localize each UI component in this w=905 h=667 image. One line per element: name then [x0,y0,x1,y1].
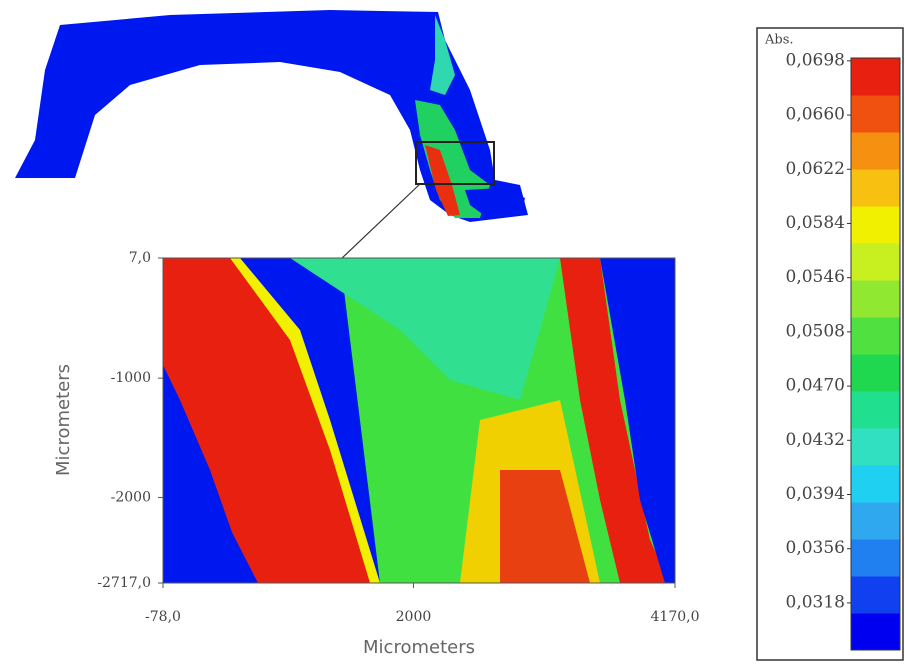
colorbar-tick-label: 0,0432 [786,430,845,450]
colorbar-tick-label: 0,0356 [786,538,845,558]
colorbar-band [851,354,900,392]
colorbar-tick-label: 0,0318 [786,592,845,612]
x-tick-label: 2000 [396,609,432,625]
heatmap-image [163,258,675,583]
colorbar-band [851,613,900,651]
colorbar-band [851,576,900,614]
colorbar-tick-label: 0,0584 [786,213,845,233]
x-axis-label: Micrometers [363,637,475,658]
x-tick-label: -78,0 [145,609,181,625]
colorbar-tick-label: 0,0508 [786,321,845,341]
y-axis-label: Micrometers [53,364,74,476]
colorbar-band [851,280,900,318]
y-tick-label: -2717,0 [97,575,151,591]
colorbar-band [851,539,900,577]
colorbar-band [851,132,900,170]
colorbar-band [851,317,900,355]
colorbar-band [851,58,900,96]
colorbar-tick-label: 0,0394 [786,484,845,504]
colorbar-band [851,95,900,133]
colorbar-outline [850,57,901,651]
colorbar-tick-label: 0,0660 [786,105,845,125]
specimen-overview [15,10,528,261]
colorbar-band [851,243,900,281]
colorbar-title: Abs. [764,33,794,48]
colorbar-band [851,502,900,540]
colorbar-band [851,428,900,466]
plot-frame [162,257,676,584]
y-tick-label: 7,0 [129,250,151,266]
y-tick-label: -1000 [111,370,151,386]
x-tick-label: 4170,0 [651,609,700,625]
colorbar-tick-label: 0,0698 [786,50,845,70]
colorbar-band [851,391,900,429]
y-tick-label: -2000 [111,489,151,505]
colorbar-tick-label: 0,0622 [786,159,845,179]
colorbar-band [851,169,900,207]
colorbar-band [851,206,900,244]
colorbar-tick-label: 0,0470 [786,376,845,396]
colorbar-band [851,465,900,503]
colorbar-tick-label: 0,0546 [786,267,845,287]
